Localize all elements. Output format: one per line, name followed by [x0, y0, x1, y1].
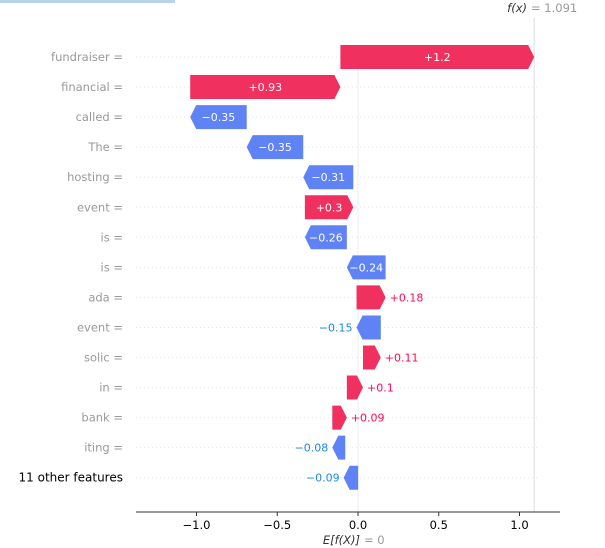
- value-label: −0.26: [309, 231, 343, 244]
- feature-label: solic =: [84, 351, 123, 365]
- feature-labels: fundraiser = +1.2 financial = +0.93 called =…: [19, 50, 451, 485]
- positive-bar: [190, 75, 341, 100]
- negative-bar: [304, 225, 347, 250]
- feature-label: bank =: [81, 411, 123, 425]
- x-tick-label: 0.5: [430, 518, 448, 532]
- negative-bar: [303, 165, 354, 190]
- negative-bar: [246, 135, 304, 160]
- ex-value: = 0: [364, 533, 385, 547]
- x-tick-label: 0.0: [349, 518, 367, 532]
- feature-label: The =: [87, 140, 123, 154]
- fx-value: = 1.091: [531, 1, 577, 15]
- fx-label: f(x): [507, 1, 527, 15]
- x-tick-label: 1.0: [510, 518, 528, 532]
- value-label: −0.24: [349, 261, 383, 274]
- value-label: −0.35: [202, 111, 236, 124]
- x-tick-label: −1.0: [183, 518, 211, 532]
- negative-bar: [190, 105, 247, 130]
- value-label: +0.11: [385, 352, 419, 365]
- feature-label: event =: [77, 320, 123, 334]
- feature-label: iting =: [84, 441, 123, 455]
- value-label: +0.93: [248, 81, 282, 94]
- value-label: −0.15: [319, 321, 353, 334]
- positive-bar: [346, 375, 364, 400]
- negative-bar: [346, 255, 386, 280]
- positive-bar: [304, 195, 354, 220]
- negative-bar: [356, 315, 381, 340]
- x-axis: −1.0 −0.5 0.0 0.5 1.0: [136, 511, 560, 532]
- positive-bar: [356, 285, 386, 310]
- feature-label: is =: [101, 260, 123, 274]
- x-tick-label: −0.5: [263, 518, 291, 532]
- value-label: +0.09: [351, 412, 385, 425]
- bars: [190, 45, 535, 490]
- negative-bar: [343, 465, 359, 490]
- positive-bar: [363, 345, 381, 370]
- feature-label: financial =: [61, 80, 123, 94]
- feature-label: ada =: [88, 290, 123, 304]
- value-label: +1.2: [424, 51, 451, 64]
- positive-bar: [332, 405, 347, 430]
- ex-label: E[f(X)]: [323, 533, 360, 547]
- value-label: +0.18: [390, 291, 424, 304]
- feature-label: is =: [101, 230, 123, 244]
- value-label: +0.3: [316, 201, 343, 214]
- value-label: −0.35: [258, 141, 292, 154]
- top-strip: [0, 0, 175, 3]
- feature-label: event =: [77, 200, 123, 214]
- feature-label: hosting =: [67, 170, 123, 184]
- feature-label: called =: [76, 110, 123, 124]
- feature-label: in =: [99, 381, 123, 395]
- positive-bar: [340, 45, 535, 69]
- value-label: −0.09: [306, 472, 340, 485]
- value-label: +0.1: [367, 382, 394, 395]
- value-label: −0.08: [295, 442, 329, 455]
- value-label: −0.31: [311, 171, 345, 184]
- negative-bar: [332, 435, 346, 460]
- feature-label: 11 other features: [19, 471, 123, 485]
- feature-label: fundraiser =: [51, 50, 123, 64]
